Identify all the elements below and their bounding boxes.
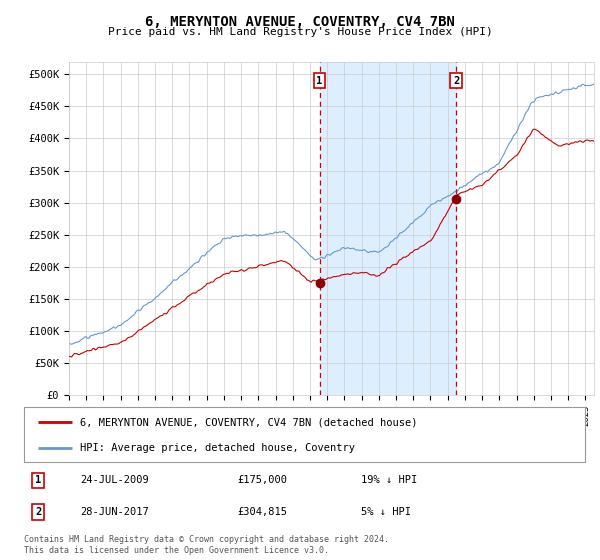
Text: 2: 2: [35, 507, 41, 517]
Text: 6, MERYNTON AVENUE, COVENTRY, CV4 7BN: 6, MERYNTON AVENUE, COVENTRY, CV4 7BN: [145, 15, 455, 29]
Text: 6, MERYNTON AVENUE, COVENTRY, CV4 7BN (detached house): 6, MERYNTON AVENUE, COVENTRY, CV4 7BN (d…: [80, 418, 418, 427]
Text: 1: 1: [35, 475, 41, 486]
Text: HPI: Average price, detached house, Coventry: HPI: Average price, detached house, Cove…: [80, 444, 355, 453]
Text: 2: 2: [453, 76, 459, 86]
Text: 19% ↓ HPI: 19% ↓ HPI: [361, 475, 417, 486]
Text: 1: 1: [316, 76, 323, 86]
Text: 28-JUN-2017: 28-JUN-2017: [80, 507, 149, 517]
Text: Price paid vs. HM Land Registry's House Price Index (HPI): Price paid vs. HM Land Registry's House …: [107, 27, 493, 37]
Text: £175,000: £175,000: [237, 475, 287, 486]
Text: Contains HM Land Registry data © Crown copyright and database right 2024.
This d: Contains HM Land Registry data © Crown c…: [24, 535, 389, 555]
Text: 24-JUL-2009: 24-JUL-2009: [80, 475, 149, 486]
FancyBboxPatch shape: [24, 407, 585, 462]
Text: £304,815: £304,815: [237, 507, 287, 517]
Text: 5% ↓ HPI: 5% ↓ HPI: [361, 507, 410, 517]
Bar: [320, 62, 456, 395]
